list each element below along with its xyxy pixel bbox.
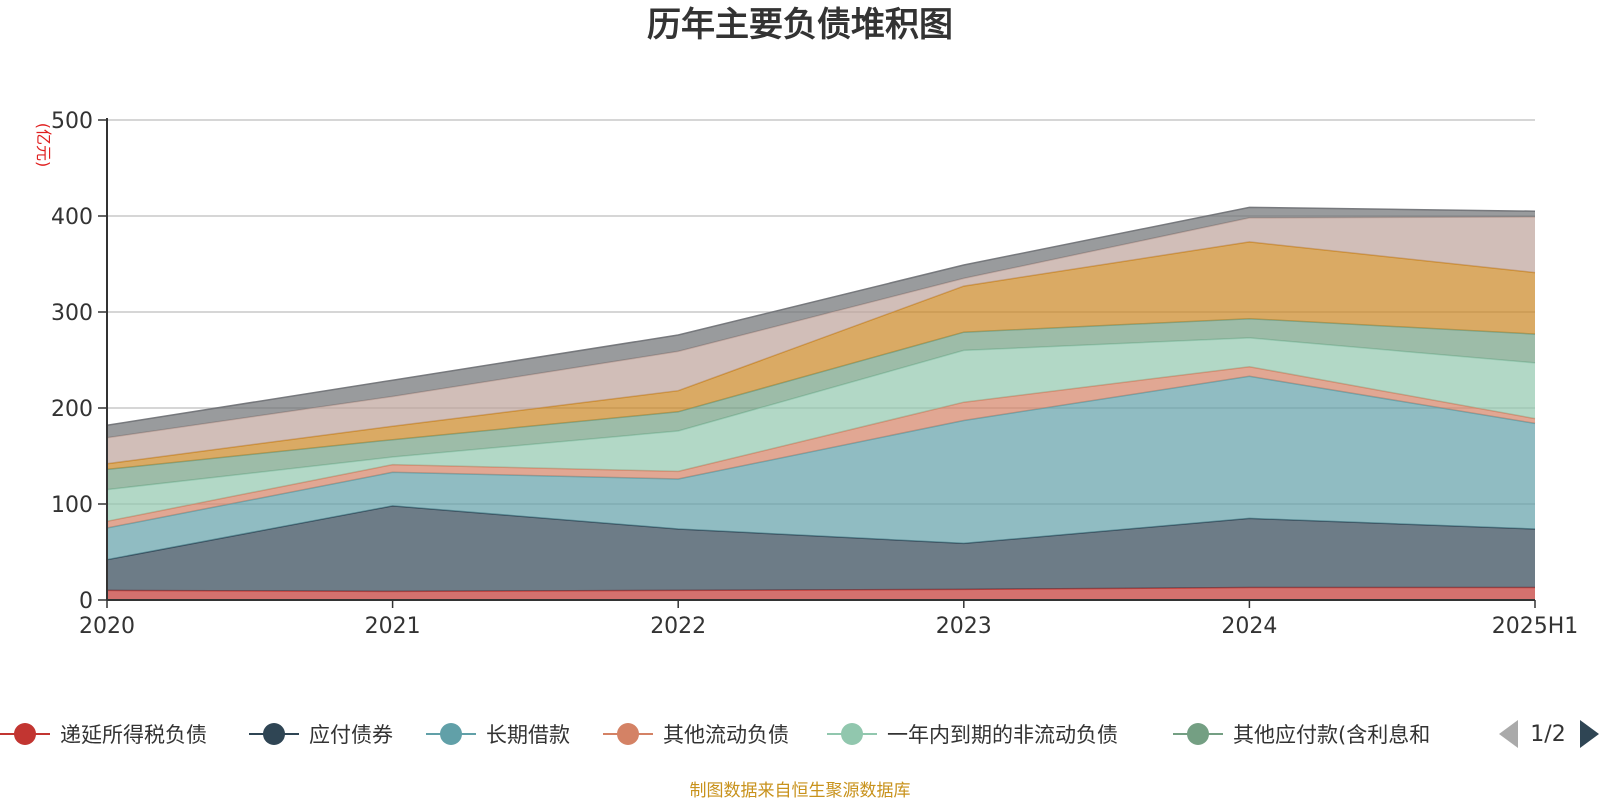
area-series-1 [107, 505, 1535, 592]
x-tick-label: 2021 [365, 614, 421, 639]
area-series-7 [107, 217, 1535, 464]
legend-next-page-icon[interactable] [1580, 720, 1599, 748]
data-source-footer: 制图数据来自恒生聚源数据库 [690, 781, 911, 800]
area-series-edge-8 [106, 206, 1536, 427]
legend-marker[interactable] [617, 723, 639, 745]
legend-label[interactable]: 一年内到期的非流动负债 [887, 723, 1118, 747]
legend-label[interactable]: 其他流动负债 [663, 723, 789, 747]
y-tick-label: 100 [51, 493, 93, 518]
legend-label[interactable]: 应付债券 [309, 723, 393, 747]
y-axis-unit-label: (亿元) [34, 123, 53, 168]
legend-marker[interactable] [440, 723, 462, 745]
area-series-8 [107, 207, 1535, 438]
area-series-2 [107, 376, 1535, 560]
axes: 0 100 200 300 400 500 2020 2021 2022 2023 2024 2025… [51, 109, 1578, 639]
legend-marker[interactable] [14, 723, 36, 745]
area-series-4 [107, 337, 1535, 522]
y-tick-label: 0 [79, 589, 93, 614]
legend-marker[interactable] [1187, 723, 1209, 745]
legend-prev-page-icon[interactable] [1499, 720, 1518, 748]
legend-marker[interactable] [263, 723, 285, 745]
legend-marker[interactable] [841, 723, 863, 745]
area-series-5 [107, 318, 1535, 490]
legend-label[interactable]: 长期借款 [486, 723, 570, 747]
x-tick-label: 2020 [79, 614, 135, 639]
chart-title: 历年主要负债堆积图 [647, 5, 953, 45]
legend: 递延所得税负债 应付债券 长期借款 其他流动负债 一年内到期的非流动负债 其他应付款(含利… [0, 723, 1430, 747]
legend-label[interactable]: 递延所得税负债 [60, 723, 207, 747]
x-tick-label: 2025H1 [1492, 614, 1579, 639]
legend-pager: 1/2 [1499, 720, 1599, 748]
y-tick-label: 300 [51, 301, 93, 326]
y-tick-label: 200 [51, 397, 93, 422]
area-series-0 [107, 587, 1535, 600]
legend-page-indicator: 1/2 [1530, 722, 1565, 747]
x-tick-label: 2022 [650, 614, 706, 639]
stacked-areas [106, 206, 1536, 600]
y-tick-label: 400 [51, 205, 93, 230]
x-tick-label: 2024 [1221, 614, 1277, 639]
x-tick-label: 2023 [936, 614, 992, 639]
area-series-6 [107, 241, 1535, 470]
y-tick-label: 500 [51, 109, 93, 134]
legend-label[interactable]: 其他应付款(含利息和 [1233, 723, 1430, 747]
area-series-3 [107, 366, 1535, 528]
